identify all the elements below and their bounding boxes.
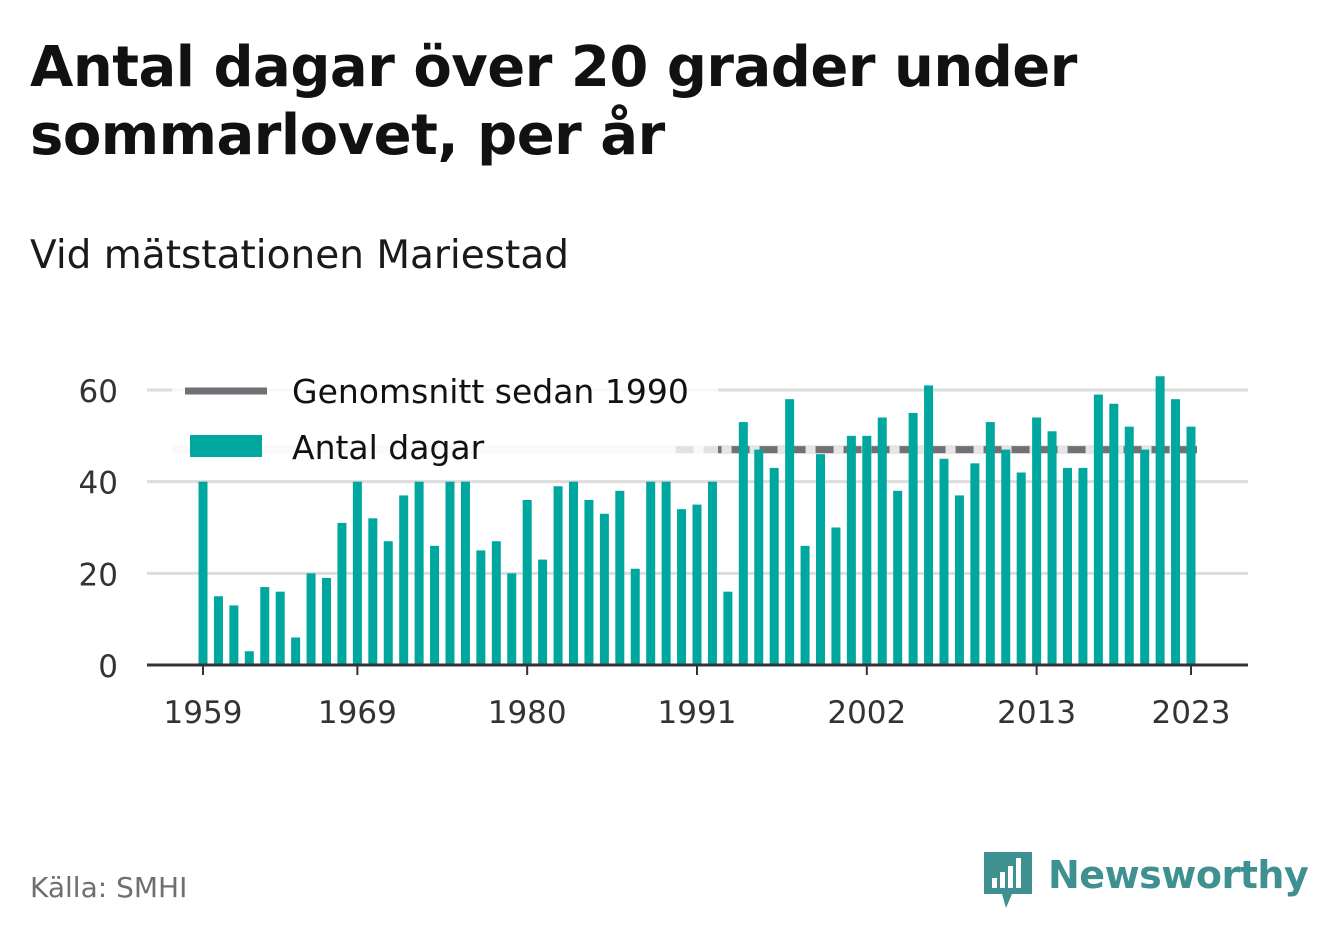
bar	[661, 481, 671, 665]
bar	[630, 568, 640, 665]
bar	[1047, 431, 1057, 665]
axes: 0 20 40 60 1959 1969 1980 1991 2002 2013 2023	[79, 374, 1248, 731]
bar	[1171, 399, 1181, 665]
bar	[198, 481, 208, 665]
bar	[1032, 417, 1042, 665]
bar	[1063, 467, 1072, 665]
bar	[754, 449, 764, 665]
bar	[553, 486, 563, 665]
x-tick-label: 1991	[658, 695, 737, 731]
bar	[538, 559, 548, 665]
legend: Genomsnitt sedan 1990 Antal dagar	[172, 362, 718, 474]
bar	[1140, 449, 1150, 665]
source-note: Källa: SMHI	[30, 871, 188, 904]
x-tick-label: 2023	[1152, 695, 1231, 731]
bar-chart: 0 20 40 60 1959 1969 1980 1991 2002 2013 2023 Geno…	[79, 362, 1248, 731]
bar	[893, 490, 903, 665]
bar	[291, 637, 301, 665]
bar	[507, 573, 517, 665]
bar	[1186, 426, 1196, 665]
bar	[229, 605, 239, 665]
bar	[831, 527, 841, 665]
bar	[908, 412, 918, 665]
legend-backdrop	[172, 362, 718, 474]
bar	[260, 587, 270, 665]
bar	[862, 435, 872, 665]
bar	[445, 481, 455, 665]
bar	[1109, 403, 1119, 665]
bar	[522, 500, 532, 665]
x-tick-label: 2002	[827, 695, 906, 731]
y-tick-label: 60	[79, 374, 118, 410]
bar	[677, 509, 687, 665]
bar	[924, 385, 934, 665]
bar	[476, 550, 486, 665]
bar	[399, 495, 409, 665]
newsworthy-logo: Newsworthy	[980, 850, 1309, 910]
bar	[213, 596, 223, 665]
legend-label-average: Genomsnitt sedan 1990	[292, 372, 689, 411]
legend-label-bars: Antal dagar	[292, 428, 485, 467]
bar	[1155, 376, 1165, 665]
y-tick-label: 0	[98, 649, 118, 685]
bar	[646, 481, 656, 665]
x-tick-label: 2013	[997, 695, 1076, 731]
bar	[414, 481, 424, 665]
chart-subtitle: Vid mätstationen Mariestad	[30, 233, 569, 278]
legend-swatch-bars	[190, 435, 262, 457]
bar	[460, 481, 470, 665]
bar	[1093, 394, 1103, 665]
bar	[877, 417, 887, 665]
bar	[244, 651, 254, 665]
y-tick-label: 40	[79, 466, 118, 502]
newsworthy-logo-icon	[984, 852, 1032, 908]
bar	[970, 463, 980, 665]
bar	[1001, 449, 1011, 665]
bar	[1078, 467, 1088, 665]
bar	[738, 422, 748, 665]
x-tick-label: 1980	[488, 695, 567, 731]
bar	[383, 541, 393, 665]
bar	[430, 545, 440, 665]
bar	[769, 467, 779, 665]
bar	[491, 541, 501, 665]
x-tick-label: 1969	[318, 695, 397, 731]
bar	[816, 454, 825, 665]
chart-title: Antal dagar över 20 grader under sommarl…	[30, 35, 1077, 168]
logo-text: Newsworthy	[1048, 853, 1309, 897]
bar	[615, 490, 625, 665]
y-tick-label: 20	[79, 557, 118, 593]
x-tick-label: 1959	[164, 695, 243, 731]
bar	[846, 435, 856, 665]
bars	[198, 376, 1196, 665]
bar	[584, 500, 594, 665]
bar	[599, 513, 609, 665]
bar	[275, 591, 285, 665]
bar	[939, 458, 949, 665]
bar	[785, 399, 795, 665]
bar	[352, 481, 362, 665]
bar	[306, 573, 316, 665]
bar	[368, 518, 378, 665]
bar	[1124, 426, 1134, 665]
bar	[322, 577, 331, 665]
bar	[985, 422, 995, 665]
bar	[1016, 472, 1026, 665]
bar	[337, 522, 347, 665]
bar	[707, 481, 717, 665]
bar	[954, 495, 964, 665]
bar	[800, 545, 810, 665]
bar	[692, 504, 702, 665]
bar	[569, 481, 578, 665]
bar	[723, 591, 733, 665]
